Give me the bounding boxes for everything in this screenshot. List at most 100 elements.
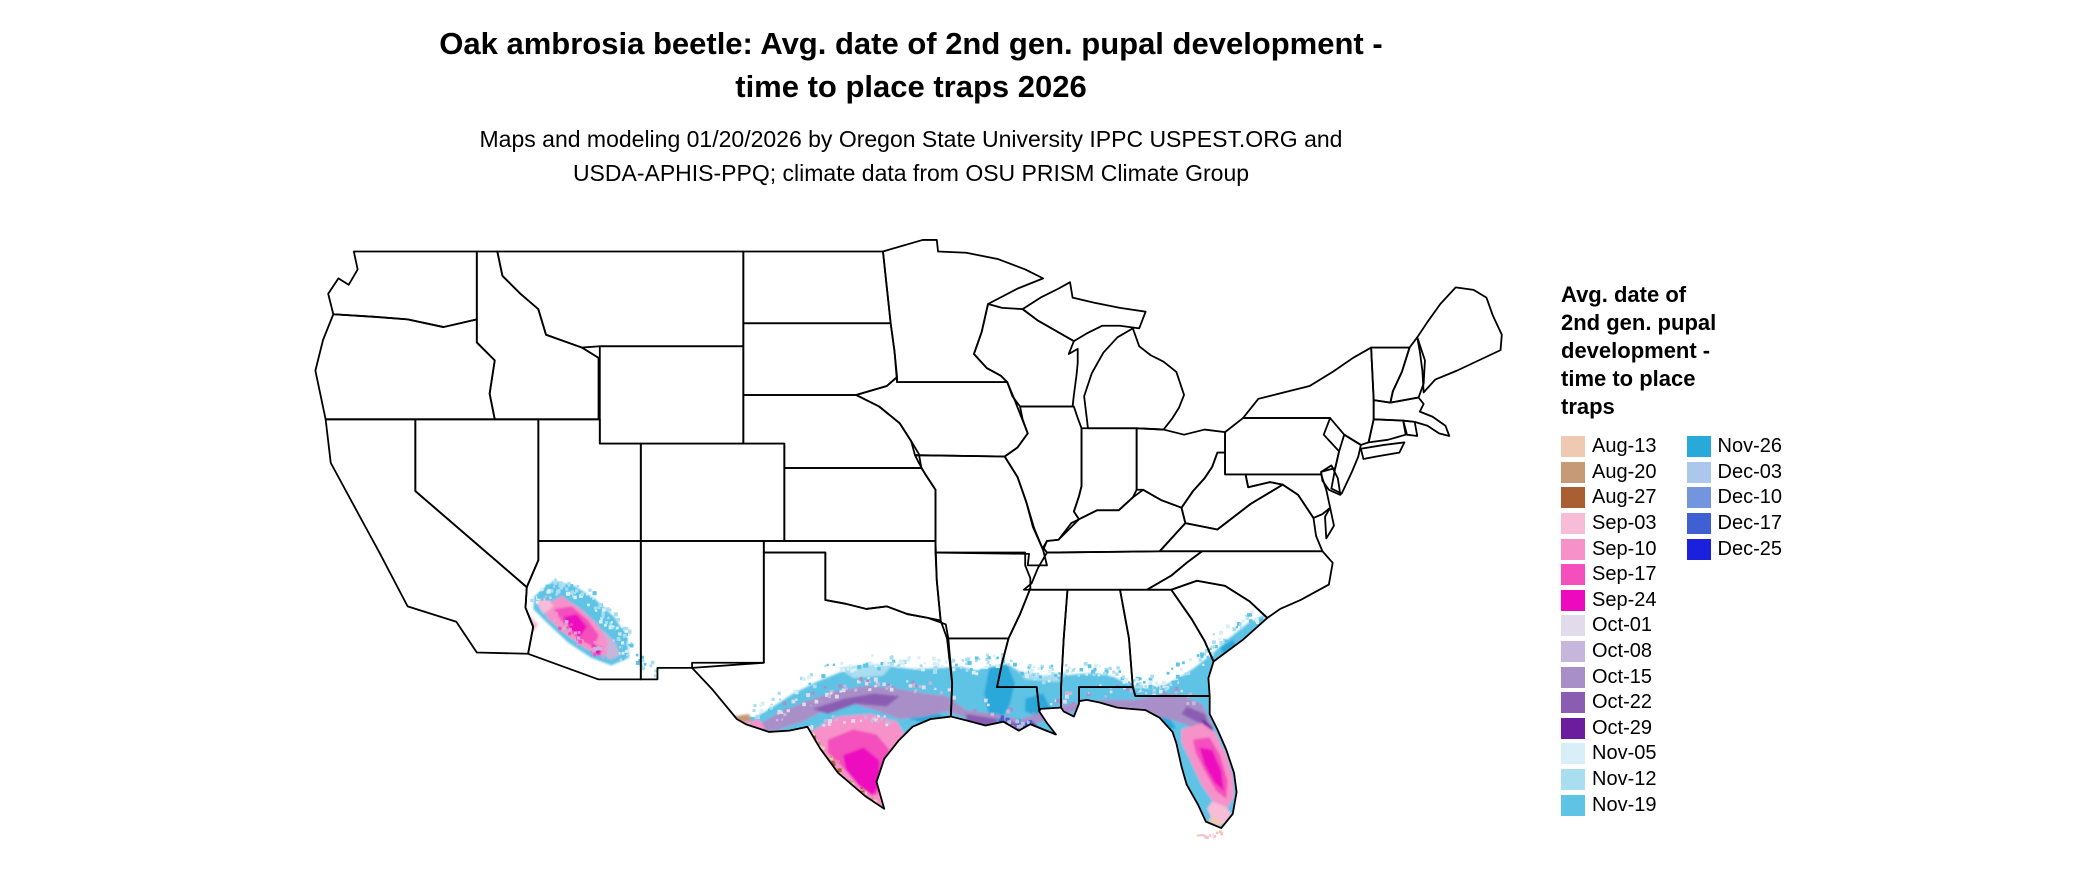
overlay-speckle: [650, 660, 655, 665]
overlay-speckle: [845, 687, 848, 690]
overlay-speckle: [897, 663, 901, 667]
overlay-speckle: [966, 657, 971, 661]
overlay-speckle: [576, 643, 579, 646]
overlay-speckle: [1028, 663, 1032, 668]
overlay-speckle: [980, 669, 983, 672]
overlay-speckle: [615, 626, 619, 630]
overlay-speckle: [558, 584, 562, 588]
overlay-speckle: [1212, 633, 1215, 636]
overlay-speckle: [593, 640, 597, 644]
overlay-speckle: [604, 620, 608, 625]
legend-entry: Aug-20: [1561, 460, 1657, 486]
legend-swatch: [1686, 513, 1711, 535]
state-wy: [599, 346, 744, 444]
overlay-speckle: [1087, 667, 1091, 671]
overlay-speckle: [812, 684, 817, 689]
state-pa: [1225, 418, 1340, 475]
overlay-speckle: [845, 785, 849, 789]
overlay-speckle: [1164, 686, 1168, 690]
state-wi: [973, 304, 1078, 407]
state-or: [315, 314, 495, 420]
overlay-speckle: [1162, 691, 1167, 696]
overlay-speckle: [553, 580, 558, 585]
legend-swatch: [1561, 717, 1585, 739]
state-va: [1159, 484, 1334, 552]
overlay-region-nov-26: [984, 664, 1015, 720]
overlay-speckle: [1099, 684, 1102, 687]
overlay-speckle: [1250, 610, 1254, 614]
overlay-speckle: [868, 661, 873, 666]
legend-label: Nov-26: [1717, 435, 1782, 458]
legend-label: Aug-20: [1592, 460, 1657, 483]
overlay-speckle: [1141, 688, 1145, 692]
overlay-speckle: [1064, 675, 1068, 678]
overlay-speckle: [985, 658, 989, 662]
overlay-speckle: [555, 612, 558, 615]
overlay-speckle: [1189, 692, 1193, 696]
overlay-speckle: [553, 619, 556, 622]
overlay-speckle: [807, 675, 811, 680]
overlay-speckle: [868, 800, 872, 804]
overlay-speckle: [569, 594, 573, 597]
overlay-speckle: [1025, 674, 1029, 678]
overlay-speckle: [1169, 683, 1173, 687]
overlay-speckle: [853, 793, 858, 797]
overlay-speckle: [594, 609, 598, 612]
overlay-speckle: [856, 679, 861, 684]
overlay-speckle: [622, 633, 627, 638]
overlay-speckle: [848, 664, 852, 668]
overlay-speckle: [1132, 679, 1136, 682]
legend-label: Oct-15: [1592, 665, 1653, 688]
overlay-speckle: [987, 703, 990, 707]
overlay-speckle: [1162, 685, 1165, 689]
overlay-speckle: [850, 668, 855, 673]
overlay-speckle: [767, 708, 772, 712]
overlay-speckle: [1051, 675, 1054, 678]
state-ut: [538, 419, 641, 542]
overlay-speckle: [799, 704, 804, 708]
overlay-speckle: [1137, 690, 1140, 693]
overlay-speckle: [791, 699, 796, 704]
overlay-speckle: [665, 674, 668, 677]
overlay-speckle: [989, 664, 992, 667]
overlay-speckle: [1203, 652, 1207, 656]
legend-label: Aug-13: [1592, 435, 1657, 458]
state-oh: [1136, 428, 1226, 508]
overlay-region-sep-24: [1199, 747, 1224, 791]
state-border-il: [1003, 405, 1083, 551]
overlay-speckle: [607, 616, 611, 620]
legend-entry: Dec-03: [1686, 460, 1782, 486]
overlay-speckle: [1204, 649, 1209, 653]
legend-label: Nov-12: [1592, 768, 1657, 791]
overlay-speckle: [1152, 691, 1155, 695]
state-nh: [1390, 337, 1425, 403]
overlay-speckle: [1143, 687, 1146, 691]
legend-label: Nov-05: [1592, 742, 1657, 765]
overlay-speckle: [1050, 702, 1053, 706]
overlay-speckle: [649, 664, 653, 668]
state-id: [476, 251, 599, 420]
overlay-speckle: [829, 756, 833, 760]
overlay-speckle: [567, 584, 571, 587]
overlay-speckle: [973, 708, 977, 713]
overlay-speckle: [913, 667, 917, 670]
overlay-speckle: [589, 647, 594, 652]
overlay-speckle: [974, 656, 979, 661]
overlay-speckle: [828, 719, 832, 724]
overlay-speckle: [941, 665, 944, 669]
state-il: [1004, 406, 1082, 550]
state-mo: [915, 455, 1047, 566]
overlay-speckle: [1184, 672, 1188, 676]
overlay-speckle: [784, 708, 788, 712]
overlay-speckle: [560, 629, 564, 633]
overlay-speckle: [809, 740, 814, 745]
overlay-speckle: [628, 630, 632, 634]
overlay-speckle: [1019, 724, 1024, 729]
overlay-speckle: [986, 662, 989, 665]
overlay-speckle: [564, 623, 568, 627]
overlay-speckle: [1123, 686, 1126, 690]
overlay-speckle: [1212, 640, 1216, 645]
overlay-speckle: [755, 714, 760, 719]
overlay-speckle: [872, 716, 875, 719]
state-border-ia: [855, 376, 1029, 458]
